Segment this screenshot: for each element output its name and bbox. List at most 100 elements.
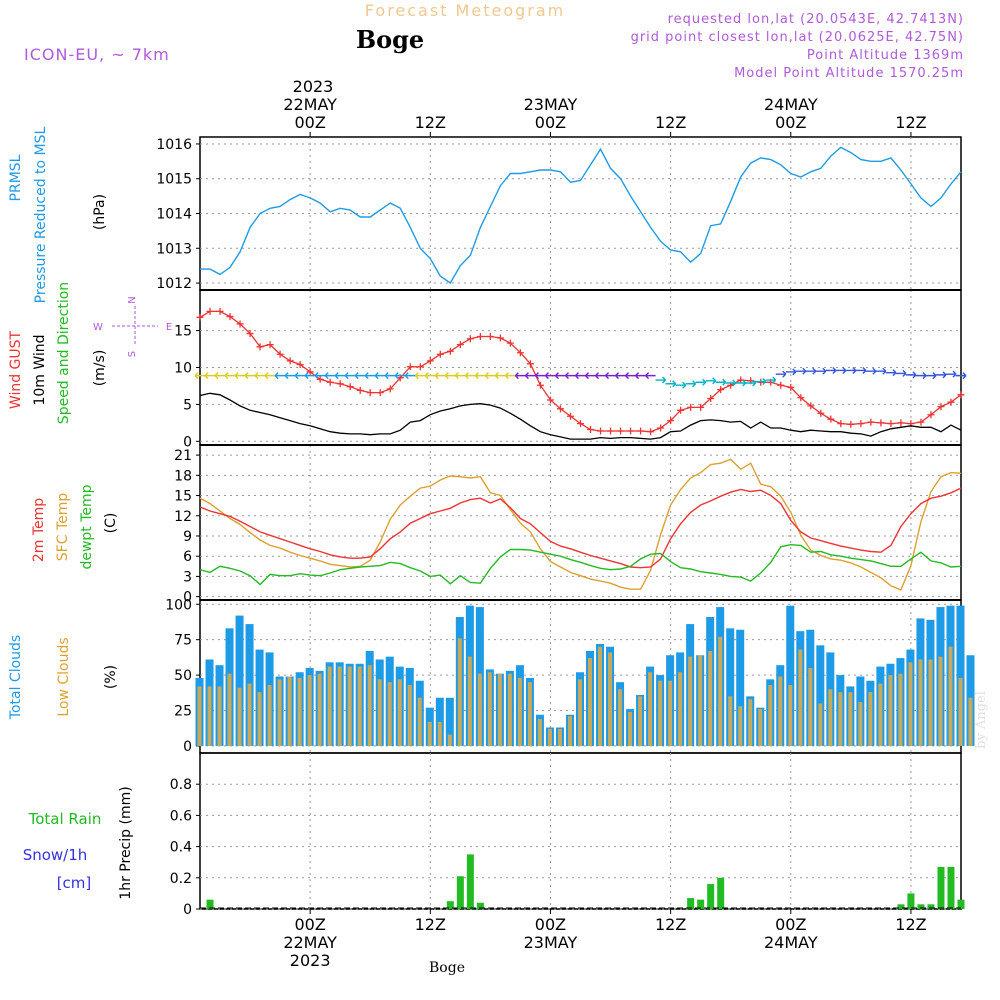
low-cloud-bar (487, 672, 492, 746)
gust-marker (356, 386, 364, 394)
gust-marker (456, 341, 464, 349)
wind-direction-arrow (454, 372, 466, 380)
forecast-title: Forecast Meteogram (365, 1, 565, 20)
low-cloud-bar (257, 692, 262, 746)
low-cloud-bar (267, 685, 272, 746)
low-cloud-bar (758, 709, 763, 746)
low-cloud-bar (537, 719, 542, 746)
wind-direction-arrow (224, 372, 236, 380)
gust-marker (336, 380, 344, 388)
low-cloud-bar (447, 734, 452, 746)
bottom-time-label: 12Z (895, 915, 926, 934)
gust-marker (807, 402, 815, 410)
compass-south: S (127, 351, 138, 357)
y-tick-label: 6 (183, 549, 192, 565)
total-cloud-bar (235, 615, 244, 746)
gust-marker (246, 330, 254, 338)
low-cloud-bar (578, 679, 582, 746)
requested-coords: requested lon,lat (20.0543E, 42.7413N) (668, 12, 964, 27)
model-altitude: Model Point Altitude 1570.25m (734, 66, 964, 81)
low-cloud-bar (858, 702, 863, 746)
gust-marker (436, 350, 444, 358)
wind-direction-arrow (254, 372, 266, 380)
gust-marker (857, 420, 865, 428)
y-tick-label: 12 (174, 509, 192, 525)
top-time-label: 24MAY (764, 95, 818, 114)
low-cloud-bar (397, 679, 402, 746)
sfc-temp-label: SFC Temp (55, 493, 71, 562)
low-cloud-bar (898, 673, 903, 746)
y-tick-label: 1015 (156, 172, 192, 188)
pressure-unit: (hPa) (92, 194, 108, 230)
low-cloud-bar (948, 646, 953, 746)
gust-marker (526, 360, 534, 368)
low-cloud-bar (798, 649, 803, 746)
gust-marker (496, 334, 504, 342)
y-tick-label: 1013 (156, 241, 192, 257)
y-tick-label: 75 (174, 633, 192, 649)
low-cloud-bar (588, 658, 593, 746)
low-cloud-bar (287, 676, 292, 746)
low-cloud-bar (357, 666, 362, 746)
rain-bar (907, 893, 915, 909)
wind-direction-arrow (595, 372, 606, 380)
gust-marker (556, 405, 564, 413)
low-cloud-bar (277, 679, 282, 746)
y-tick-label: 0 (183, 739, 192, 755)
precip-label: 1hr Precip (mm) (118, 786, 134, 899)
wind-direction-arrow (314, 372, 326, 380)
low-cloud-bar (317, 673, 322, 746)
temp-unit: (C) (103, 513, 119, 534)
low-cloud-bar (297, 677, 302, 746)
gust-marker (937, 403, 945, 411)
wind-direction-arrow (334, 372, 346, 380)
wind-direction-arrow (956, 372, 967, 380)
wind-direction-arrow (935, 371, 947, 379)
low-cloud-bar (878, 683, 883, 746)
low-cloud-bar (678, 672, 683, 746)
low-cloud-bar (207, 686, 212, 746)
wind-direction-arrow (214, 372, 226, 380)
wind-direction-arrow (855, 366, 867, 374)
gust-marker (486, 333, 494, 340)
rain-bar (707, 884, 715, 909)
bottom-time-label: 00Z (535, 915, 566, 934)
compass-rose: N E S W (93, 296, 172, 357)
wind-direction-arrow (785, 368, 797, 376)
bottom-time-label: 23MAY (524, 933, 578, 952)
gust-marker (597, 427, 605, 435)
wind-direction-arrow (564, 372, 576, 380)
low-cloud-bar (748, 699, 753, 746)
dewpt-line (199, 543, 962, 586)
y-tick-label: 100 (165, 597, 192, 613)
y-tick-label: 25 (174, 704, 192, 720)
top-time-label: 00Z (535, 113, 566, 132)
wind-direction-arrow (364, 372, 376, 380)
low-cloud-bar (768, 685, 773, 746)
low-cloud-bar (547, 728, 552, 746)
y-tick-label: 15 (174, 489, 192, 505)
wind-direction-arrow (915, 372, 927, 380)
gust-marker (957, 391, 965, 399)
low-cloud-bar (968, 697, 973, 746)
wind10m-line (199, 392, 962, 440)
rain-bar (947, 866, 955, 909)
low-cloud-bar (738, 706, 743, 746)
gust-marker (947, 398, 955, 406)
gust-marker (346, 383, 354, 391)
gust-marker (887, 420, 895, 428)
wind-direction-arrow (645, 372, 656, 380)
footer-location: Boge (429, 960, 465, 976)
wind-direction-arrow (605, 372, 616, 380)
low-cloud-bar (908, 662, 913, 746)
wind-direction-arrow (524, 372, 536, 380)
low-cloud-bar (598, 646, 603, 746)
low-cloud-bar (618, 689, 623, 746)
gust-marker (587, 426, 595, 433)
dewpt-label: dewpt Temp (79, 484, 95, 569)
y-tick-label: 1012 (156, 276, 192, 292)
wind-direction-arrow (474, 372, 486, 380)
wind-direction-arrow (404, 372, 416, 380)
wind-direction-arrow (775, 370, 787, 378)
gust-marker (566, 412, 574, 420)
